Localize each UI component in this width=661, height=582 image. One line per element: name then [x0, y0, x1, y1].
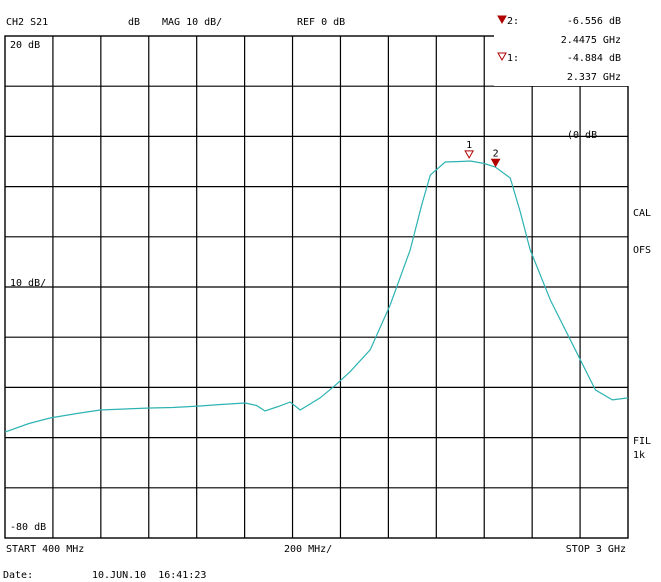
date-label: Date:	[3, 570, 33, 581]
marker-symbol	[497, 52, 507, 62]
marker-triangle	[490, 158, 501, 168]
reference-marker: (0 dB	[567, 130, 597, 141]
marker-triangle	[464, 150, 474, 159]
trace	[4, 160, 629, 433]
x-division: 200 MHz/	[284, 544, 332, 555]
marker-frequency: 2.337 GHz	[567, 72, 621, 83]
marker-label: 2:	[507, 16, 519, 27]
reference: REF 0 dB	[297, 17, 345, 28]
y-tick-label: 20 dB	[10, 40, 40, 51]
marker-label: 1:	[507, 53, 519, 64]
marker-value: -4.884 dB	[567, 53, 621, 64]
status: 1k	[633, 450, 645, 461]
date: 10.JUN.10 16:41:23	[92, 570, 206, 581]
marker-frequency: 2.4475 GHz	[561, 35, 621, 46]
status: CAL	[633, 208, 651, 219]
y-tick-label: -80 dB	[10, 522, 46, 533]
marker-value: -6.556 dB	[567, 16, 621, 27]
scale: MAG 10 dB/	[162, 17, 222, 28]
scale-label: 10 dB/	[10, 278, 46, 289]
marker-symbol	[497, 15, 507, 25]
x-start: START 400 MHz	[6, 544, 84, 555]
marker-name: 2	[493, 148, 499, 159]
channel: CH2 S21	[6, 17, 48, 28]
marker-name: 1	[466, 140, 472, 151]
status: FIL	[633, 436, 651, 447]
status: OFS	[633, 245, 651, 256]
marker-box	[494, 13, 629, 86]
plot-frame	[4, 35, 629, 539]
format: dB	[128, 17, 140, 28]
x-stop: STOP 3 GHz	[566, 544, 626, 555]
